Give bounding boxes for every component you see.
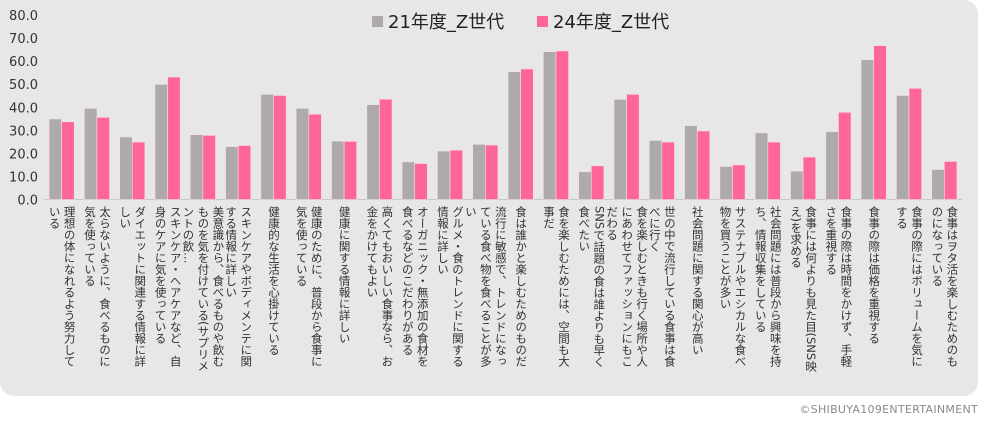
bar-21 (48, 118, 62, 200)
bar-24 (838, 112, 852, 200)
y-tick-label: 70.0 (9, 32, 38, 47)
category-label: 健康に関する情報に詳しい (337, 206, 352, 344)
bar-24 (131, 141, 146, 200)
category-label: 美意識から、食べるものや飲むものを気を付けている(サプリメントの飲… (181, 206, 226, 372)
bar-24 (732, 164, 746, 200)
bar-21 (401, 161, 416, 200)
bar-21 (860, 59, 875, 200)
bar-24 (944, 161, 958, 200)
bar-24 (873, 45, 887, 200)
bar-21 (260, 94, 274, 200)
category-label: 流行に敏感で、トレンドになっている食べ物を食べることが多い (463, 206, 508, 367)
y-tick-label: 0.0 (17, 194, 38, 209)
bar-21 (931, 169, 945, 200)
bar-24 (449, 149, 463, 200)
bar-21 (154, 84, 168, 200)
bar-21 (825, 131, 839, 200)
legend-item-21: 21年度_Z世代 (372, 8, 504, 34)
y-tick-label: 80.0 (9, 9, 38, 24)
category-label: 健康のために、普段から食事に気を使っている (294, 206, 324, 367)
legend-swatch-gray (372, 15, 383, 27)
bar-24 (590, 165, 605, 200)
category-label: 社会問題に関する関心が高い (690, 206, 705, 356)
bar-21 (684, 125, 698, 200)
bar-24 (273, 95, 287, 200)
category-label: 食事の際にはボリュームを気にする (895, 206, 925, 367)
y-tick-label: 60.0 (9, 55, 38, 70)
category-label: 健康的な生活を心掛けている (267, 206, 281, 356)
bar-24 (308, 113, 322, 200)
bar-24 (61, 121, 75, 200)
category-label: スキンケア・ヘアケアなど、自身のケアに気を使っている (153, 206, 183, 367)
category-label: 食事の際は価格を重視する (867, 206, 882, 344)
y-tick-label: 20.0 (9, 147, 38, 162)
category-label: スキンケアやボディメンテに関する情報に詳しい (224, 206, 254, 367)
bar-21 (648, 140, 663, 200)
copyright: ©SHIBUYA109ENTERTAINMENT (799, 403, 978, 416)
bar-21 (119, 136, 133, 200)
category-label: 社会問題には普段から興味を持ち、情報収集をしている (753, 206, 783, 367)
bar-21 (472, 144, 486, 200)
bar-21 (295, 108, 310, 200)
bar-24 (520, 68, 534, 200)
y-tick-label: 30.0 (9, 124, 38, 139)
y-tick-label: 10.0 (9, 170, 38, 185)
bar-21 (613, 99, 627, 200)
bar-24 (696, 130, 711, 200)
category-label: サステナブルやエシカルな食べ物を買うことが多い (718, 206, 748, 367)
category-label: 高くてもおいしい食事なら、お金をかけてもよい (365, 206, 395, 367)
category-label: 食事の際は時間をかけず、手軽さを重視する (824, 206, 854, 367)
bar-24 (485, 144, 499, 200)
category-label: 太らないように、食べるものに気を使っている (82, 206, 112, 367)
category-label: 理想の体になれるよう努力している (47, 206, 77, 367)
bar-21 (84, 108, 98, 200)
category-label: 世の中で流行している食事は食べに行く (647, 206, 677, 367)
bar-21 (331, 140, 345, 200)
legend-item-24: 24年度_Z世代 (537, 8, 669, 34)
bar-24 (802, 156, 817, 200)
bar-24 (767, 141, 781, 200)
bar-24 (379, 98, 393, 200)
bar-24 (167, 76, 181, 200)
bar-21 (543, 51, 557, 200)
legend-swatch-pink (537, 15, 548, 27)
bar-24 (96, 117, 110, 200)
legend-label-24: 24年度_Z世代 (553, 12, 670, 33)
legend-label-21: 21年度_Z世代 (388, 12, 505, 33)
bar-24 (908, 88, 922, 200)
bar-21 (790, 170, 804, 200)
bar-21 (719, 166, 733, 200)
category-label: オーガニック・無添加の食材を食べるなどのこだわりがある (400, 206, 430, 367)
bar-24 (555, 50, 569, 200)
category-label: 食事はヲタ活を楽しむためのものになっている (930, 206, 960, 367)
bar-24 (626, 94, 640, 200)
category-label: 食事には何よりも見た目(SNS映え)を求める (789, 206, 819, 372)
y-tick-label: 50.0 (9, 78, 38, 93)
bar-21 (896, 95, 910, 200)
bar-21 (225, 146, 239, 200)
bar-24 (343, 141, 358, 200)
category-label: グルメ・食のトレンドに関する情報に詳しい (436, 206, 466, 367)
bar-21 (366, 104, 380, 200)
bar-21 (437, 150, 451, 200)
bar-24 (414, 163, 428, 200)
bar-24 (202, 135, 216, 200)
bar-24 (237, 145, 252, 200)
category-label: ダイエットに関連する情報に詳しい (118, 206, 148, 367)
category-label: 食は誰かと楽しむためのものだ (514, 206, 529, 367)
category-label: SNSで話題の食は誰よりも早く食べたい (577, 206, 607, 368)
category-label: 食を楽しむためには、空間も大事だ (541, 206, 571, 367)
bar-21 (754, 132, 769, 200)
bar-21 (578, 171, 592, 200)
bar-21 (189, 134, 204, 200)
bar-21 (507, 71, 521, 200)
bar-24 (661, 141, 675, 200)
y-tick-label: 40.0 (9, 101, 38, 116)
category-label: 食を楽しむときも行く場所や人にあわせてファッションにもこだわる (605, 206, 650, 367)
